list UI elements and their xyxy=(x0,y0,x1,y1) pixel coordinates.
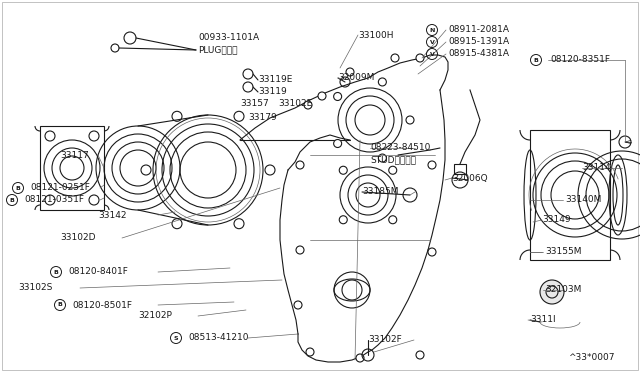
Circle shape xyxy=(234,111,244,121)
Circle shape xyxy=(296,246,304,254)
Circle shape xyxy=(416,351,424,359)
Circle shape xyxy=(234,219,244,229)
Text: 08120-8501F: 08120-8501F xyxy=(72,301,132,310)
Text: 33149: 33149 xyxy=(542,215,571,224)
Text: B: B xyxy=(15,186,20,190)
Circle shape xyxy=(141,165,151,175)
Circle shape xyxy=(318,92,326,100)
Text: 33119E: 33119E xyxy=(258,76,292,84)
Text: STUDスタッド: STUDスタッド xyxy=(370,155,416,164)
Circle shape xyxy=(391,54,399,62)
Text: 08121-0251F: 08121-0251F xyxy=(30,183,90,192)
Text: 32102P: 32102P xyxy=(138,311,172,321)
Text: PLUGプラグ: PLUGプラグ xyxy=(198,45,237,55)
Text: 08120-8401F: 08120-8401F xyxy=(68,267,128,276)
Circle shape xyxy=(306,348,314,356)
Circle shape xyxy=(388,166,397,174)
Circle shape xyxy=(403,188,417,202)
Circle shape xyxy=(339,166,348,174)
Text: B: B xyxy=(534,58,538,62)
Text: 08121-0351F: 08121-0351F xyxy=(24,196,84,205)
Circle shape xyxy=(406,116,414,124)
Circle shape xyxy=(540,280,564,304)
Circle shape xyxy=(346,68,354,76)
Circle shape xyxy=(172,219,182,229)
Text: 08915-4381A: 08915-4381A xyxy=(448,49,509,58)
Text: 33117: 33117 xyxy=(60,151,89,160)
Text: 08915-1391A: 08915-1391A xyxy=(448,38,509,46)
Circle shape xyxy=(333,140,342,148)
Circle shape xyxy=(304,101,312,109)
Text: 33102S: 33102S xyxy=(18,283,52,292)
Circle shape xyxy=(428,248,436,256)
Circle shape xyxy=(428,161,436,169)
Text: 33157: 33157 xyxy=(240,99,269,109)
Circle shape xyxy=(172,111,182,121)
Text: 33114: 33114 xyxy=(582,164,611,173)
Bar xyxy=(454,164,466,174)
Text: 32009M: 32009M xyxy=(338,74,374,83)
Text: N: N xyxy=(429,28,435,32)
Text: 32006Q: 32006Q xyxy=(452,173,488,183)
Text: 08120-8351F: 08120-8351F xyxy=(550,55,610,64)
Text: 33155M: 33155M xyxy=(545,247,582,257)
Text: 33102E: 33102E xyxy=(278,99,312,109)
Circle shape xyxy=(339,216,348,224)
Circle shape xyxy=(294,301,302,309)
Text: 00933-1101A: 00933-1101A xyxy=(198,33,259,42)
Text: S: S xyxy=(173,336,179,340)
Circle shape xyxy=(265,165,275,175)
Text: 08911-2081A: 08911-2081A xyxy=(448,26,509,35)
Text: B: B xyxy=(54,269,58,275)
Circle shape xyxy=(388,216,397,224)
Text: 33142: 33142 xyxy=(98,211,127,219)
Circle shape xyxy=(378,78,387,86)
Bar xyxy=(530,130,610,260)
Text: B: B xyxy=(58,302,63,308)
Text: 08513-41210: 08513-41210 xyxy=(188,334,248,343)
Circle shape xyxy=(416,54,424,62)
Text: ^33*0007: ^33*0007 xyxy=(568,353,614,362)
Text: V: V xyxy=(429,39,435,45)
Text: 3311l: 3311l xyxy=(530,315,556,324)
Circle shape xyxy=(333,93,342,100)
Text: 33100H: 33100H xyxy=(358,31,394,39)
Text: 08223-84510: 08223-84510 xyxy=(370,144,430,153)
Text: 32103M: 32103M xyxy=(545,285,581,295)
Text: B: B xyxy=(10,198,15,202)
Text: 33119: 33119 xyxy=(258,87,287,96)
Bar xyxy=(40,126,104,210)
Text: 33102D: 33102D xyxy=(60,234,95,243)
Circle shape xyxy=(619,136,631,148)
Circle shape xyxy=(296,161,304,169)
Text: 33102F: 33102F xyxy=(368,336,402,344)
Text: V: V xyxy=(429,51,435,57)
Text: 33185M: 33185M xyxy=(362,187,399,196)
Circle shape xyxy=(356,354,364,362)
Text: 33140M: 33140M xyxy=(565,196,602,205)
Text: 33179: 33179 xyxy=(248,113,276,122)
Circle shape xyxy=(378,154,387,162)
